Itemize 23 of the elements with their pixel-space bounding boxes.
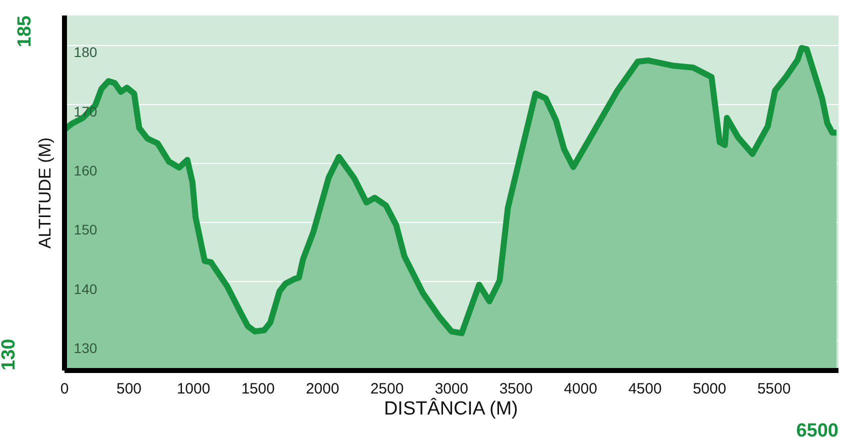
- text: 6500: [796, 420, 839, 438]
- x-tick-label: 5500: [757, 380, 791, 398]
- x-tick-label: 1000: [176, 380, 210, 398]
- x-tick-label: 4000: [564, 380, 598, 398]
- x-tick-label: 4500: [628, 380, 662, 398]
- y-tick-label: 140: [74, 280, 98, 297]
- x-tick-label: 5000: [692, 380, 726, 398]
- text: 130: [0, 338, 20, 370]
- y-tick-label: 150: [74, 222, 98, 238]
- x-tick-label: 3000: [434, 380, 468, 398]
- x-tick-label: 0: [60, 380, 69, 398]
- y-tick-label: 160: [74, 162, 98, 178]
- x-tick-label: 2500: [370, 380, 404, 398]
- x-tick-label: 500: [116, 380, 142, 398]
- x-tick-label: 3500: [499, 380, 533, 398]
- x-axis-title: DISTÂNCIA (M): [384, 398, 518, 420]
- text: 185: [14, 15, 36, 48]
- y-axis-title: ALTITUDE (M): [36, 137, 54, 249]
- y-tick-label: 170: [74, 103, 98, 120]
- y-tick-label: 180: [74, 44, 98, 60]
- x-tick-label: 1500: [241, 380, 275, 398]
- x-tick-label: 2000: [306, 380, 340, 398]
- y-tick-label: 130: [74, 340, 98, 356]
